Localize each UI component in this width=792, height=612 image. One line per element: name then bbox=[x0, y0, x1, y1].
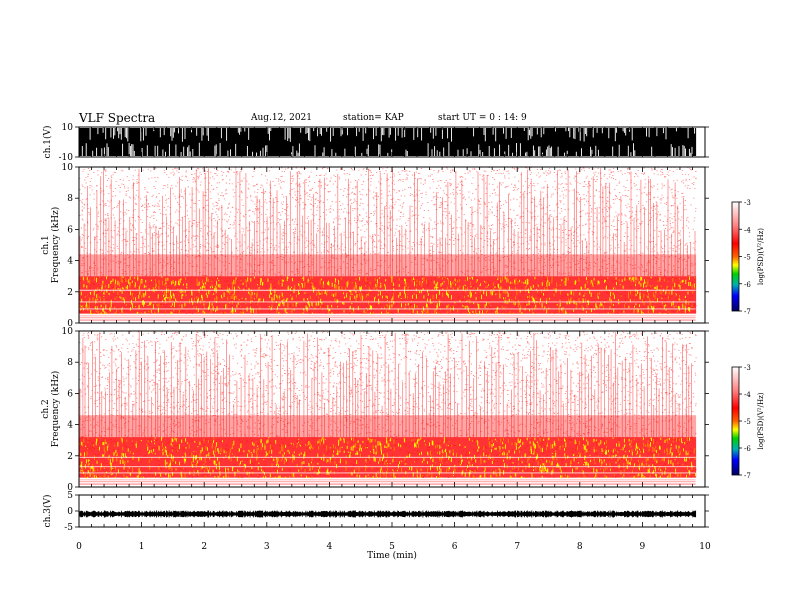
x-tick-label: 8 bbox=[577, 542, 583, 552]
station-label: station= KAP bbox=[343, 113, 404, 123]
x-tick-label: 7 bbox=[514, 542, 520, 552]
y-tick-label: 6 bbox=[67, 389, 73, 399]
colorbar-ch1-tick-label: -4 bbox=[744, 226, 751, 234]
y-tick-label: -5 bbox=[64, 523, 73, 533]
colorbar-ch2-scale bbox=[731, 366, 740, 476]
y-tick-label: -10 bbox=[59, 153, 74, 163]
x-tick-label: 4 bbox=[327, 542, 333, 552]
colorbar-ch1-tick-label: -5 bbox=[744, 254, 751, 262]
ch1-waveform-gaps bbox=[81, 128, 696, 156]
colorbar-ch1-tick-label: -3 bbox=[744, 199, 751, 207]
x-axis-label: Time (min) bbox=[367, 550, 417, 561]
y-tick-label: 6 bbox=[67, 225, 73, 235]
x-tick-label: 6 bbox=[452, 542, 458, 552]
ch1-spectrogram-lowband bbox=[79, 314, 697, 323]
y-tick-label: 10 bbox=[62, 327, 74, 337]
panel-ch1-waveform: 10 -10 ch.1(V) bbox=[42, 123, 709, 163]
colorbar-ch1-scale bbox=[731, 201, 740, 312]
colorbar-ch2-tick-label: -6 bbox=[744, 445, 751, 453]
x-tick-label: 2 bbox=[201, 542, 207, 552]
colorbar-ch1: -3 -4 -5 -6 -7 log(PSD)(V²/Hz) bbox=[731, 199, 765, 316]
y-tick-label: 0 bbox=[67, 483, 73, 493]
y-tick-label: 4 bbox=[67, 421, 73, 431]
y-tick-label: 8 bbox=[67, 194, 73, 204]
ch1-spectrogram-band-yellow bbox=[80, 276, 695, 319]
date-label: Aug.12, 2021 bbox=[251, 113, 312, 123]
y-axis-label: Frequency (kHz) bbox=[50, 207, 61, 284]
x-tick-label: 1 bbox=[139, 542, 145, 552]
start-time-label: start UT = 0 : 14: 9 bbox=[438, 113, 527, 123]
ch2-spectrogram-lowband bbox=[79, 478, 697, 487]
y-tick-label: 4 bbox=[67, 257, 73, 267]
panel-ch1-spectrogram: 0 2 4 6 8 10 ch.1 Frequency (kHz) bbox=[41, 163, 709, 329]
figure-title: VLF Spectra bbox=[79, 111, 156, 125]
y-tick-label: 8 bbox=[67, 358, 73, 368]
ch3-waveform-trace bbox=[79, 510, 697, 518]
y-axis-label: ch.1 bbox=[41, 235, 51, 254]
colorbar-ch2-tick-label: -4 bbox=[744, 391, 751, 399]
y-tick-label: 2 bbox=[67, 452, 73, 462]
y-axis-label: Frequency (kHz) bbox=[50, 371, 61, 448]
y-tick-label: 2 bbox=[67, 288, 73, 298]
colorbar-ch2-tick-label: -3 bbox=[744, 364, 751, 372]
y-axis-label: ch.3(V) bbox=[42, 495, 53, 528]
colorbar-ch2-tick-label: -5 bbox=[744, 418, 751, 426]
y-tick-label: 5 bbox=[67, 491, 73, 501]
colorbar-ch2-label: log(PSD)(V²/Hz) bbox=[757, 392, 765, 449]
colorbar-ch2: -3 -4 -5 -6 -7 log(PSD)(V²/Hz) bbox=[731, 364, 765, 480]
y-tick-label: 10 bbox=[62, 123, 74, 133]
x-tick-label: 5 bbox=[389, 542, 395, 552]
ch1-spectrogram-band-upper bbox=[79, 254, 697, 277]
ch2-spectrogram-band-upper bbox=[79, 415, 697, 438]
y-tick-label: 0 bbox=[67, 507, 73, 517]
panel-ch2-spectrogram: 0 2 4 6 8 10 ch.2 Frequency (kHz) bbox=[41, 327, 709, 493]
time-axis: 0 1 2 3 4 5 6 7 8 9 10 Time (min) bbox=[76, 542, 711, 561]
y-tick-label: 10 bbox=[62, 163, 74, 173]
colorbar-ch2-tick-label: -7 bbox=[744, 472, 751, 480]
ch2-spectrogram-sferics bbox=[79, 331, 692, 438]
x-tick-label: 10 bbox=[699, 542, 711, 552]
x-tick-label: 9 bbox=[640, 542, 646, 552]
y-tick-label: 0 bbox=[67, 319, 73, 329]
colorbar-ch1-tick-label: -7 bbox=[744, 308, 751, 316]
colorbar-ch1-tick-label: -6 bbox=[744, 281, 751, 289]
y-axis-label: ch.2 bbox=[41, 399, 51, 418]
ch1-spectrogram-sferics bbox=[79, 168, 696, 277]
panel-ch3-waveform: 5 0 -5 ch.3(V) bbox=[42, 491, 709, 533]
x-tick-label: 3 bbox=[264, 542, 270, 552]
colorbar-ch1-label: log(PSD)(V²/Hz) bbox=[757, 228, 765, 285]
y-axis-label: ch.1(V) bbox=[42, 126, 53, 159]
x-tick-label: 0 bbox=[76, 542, 82, 552]
